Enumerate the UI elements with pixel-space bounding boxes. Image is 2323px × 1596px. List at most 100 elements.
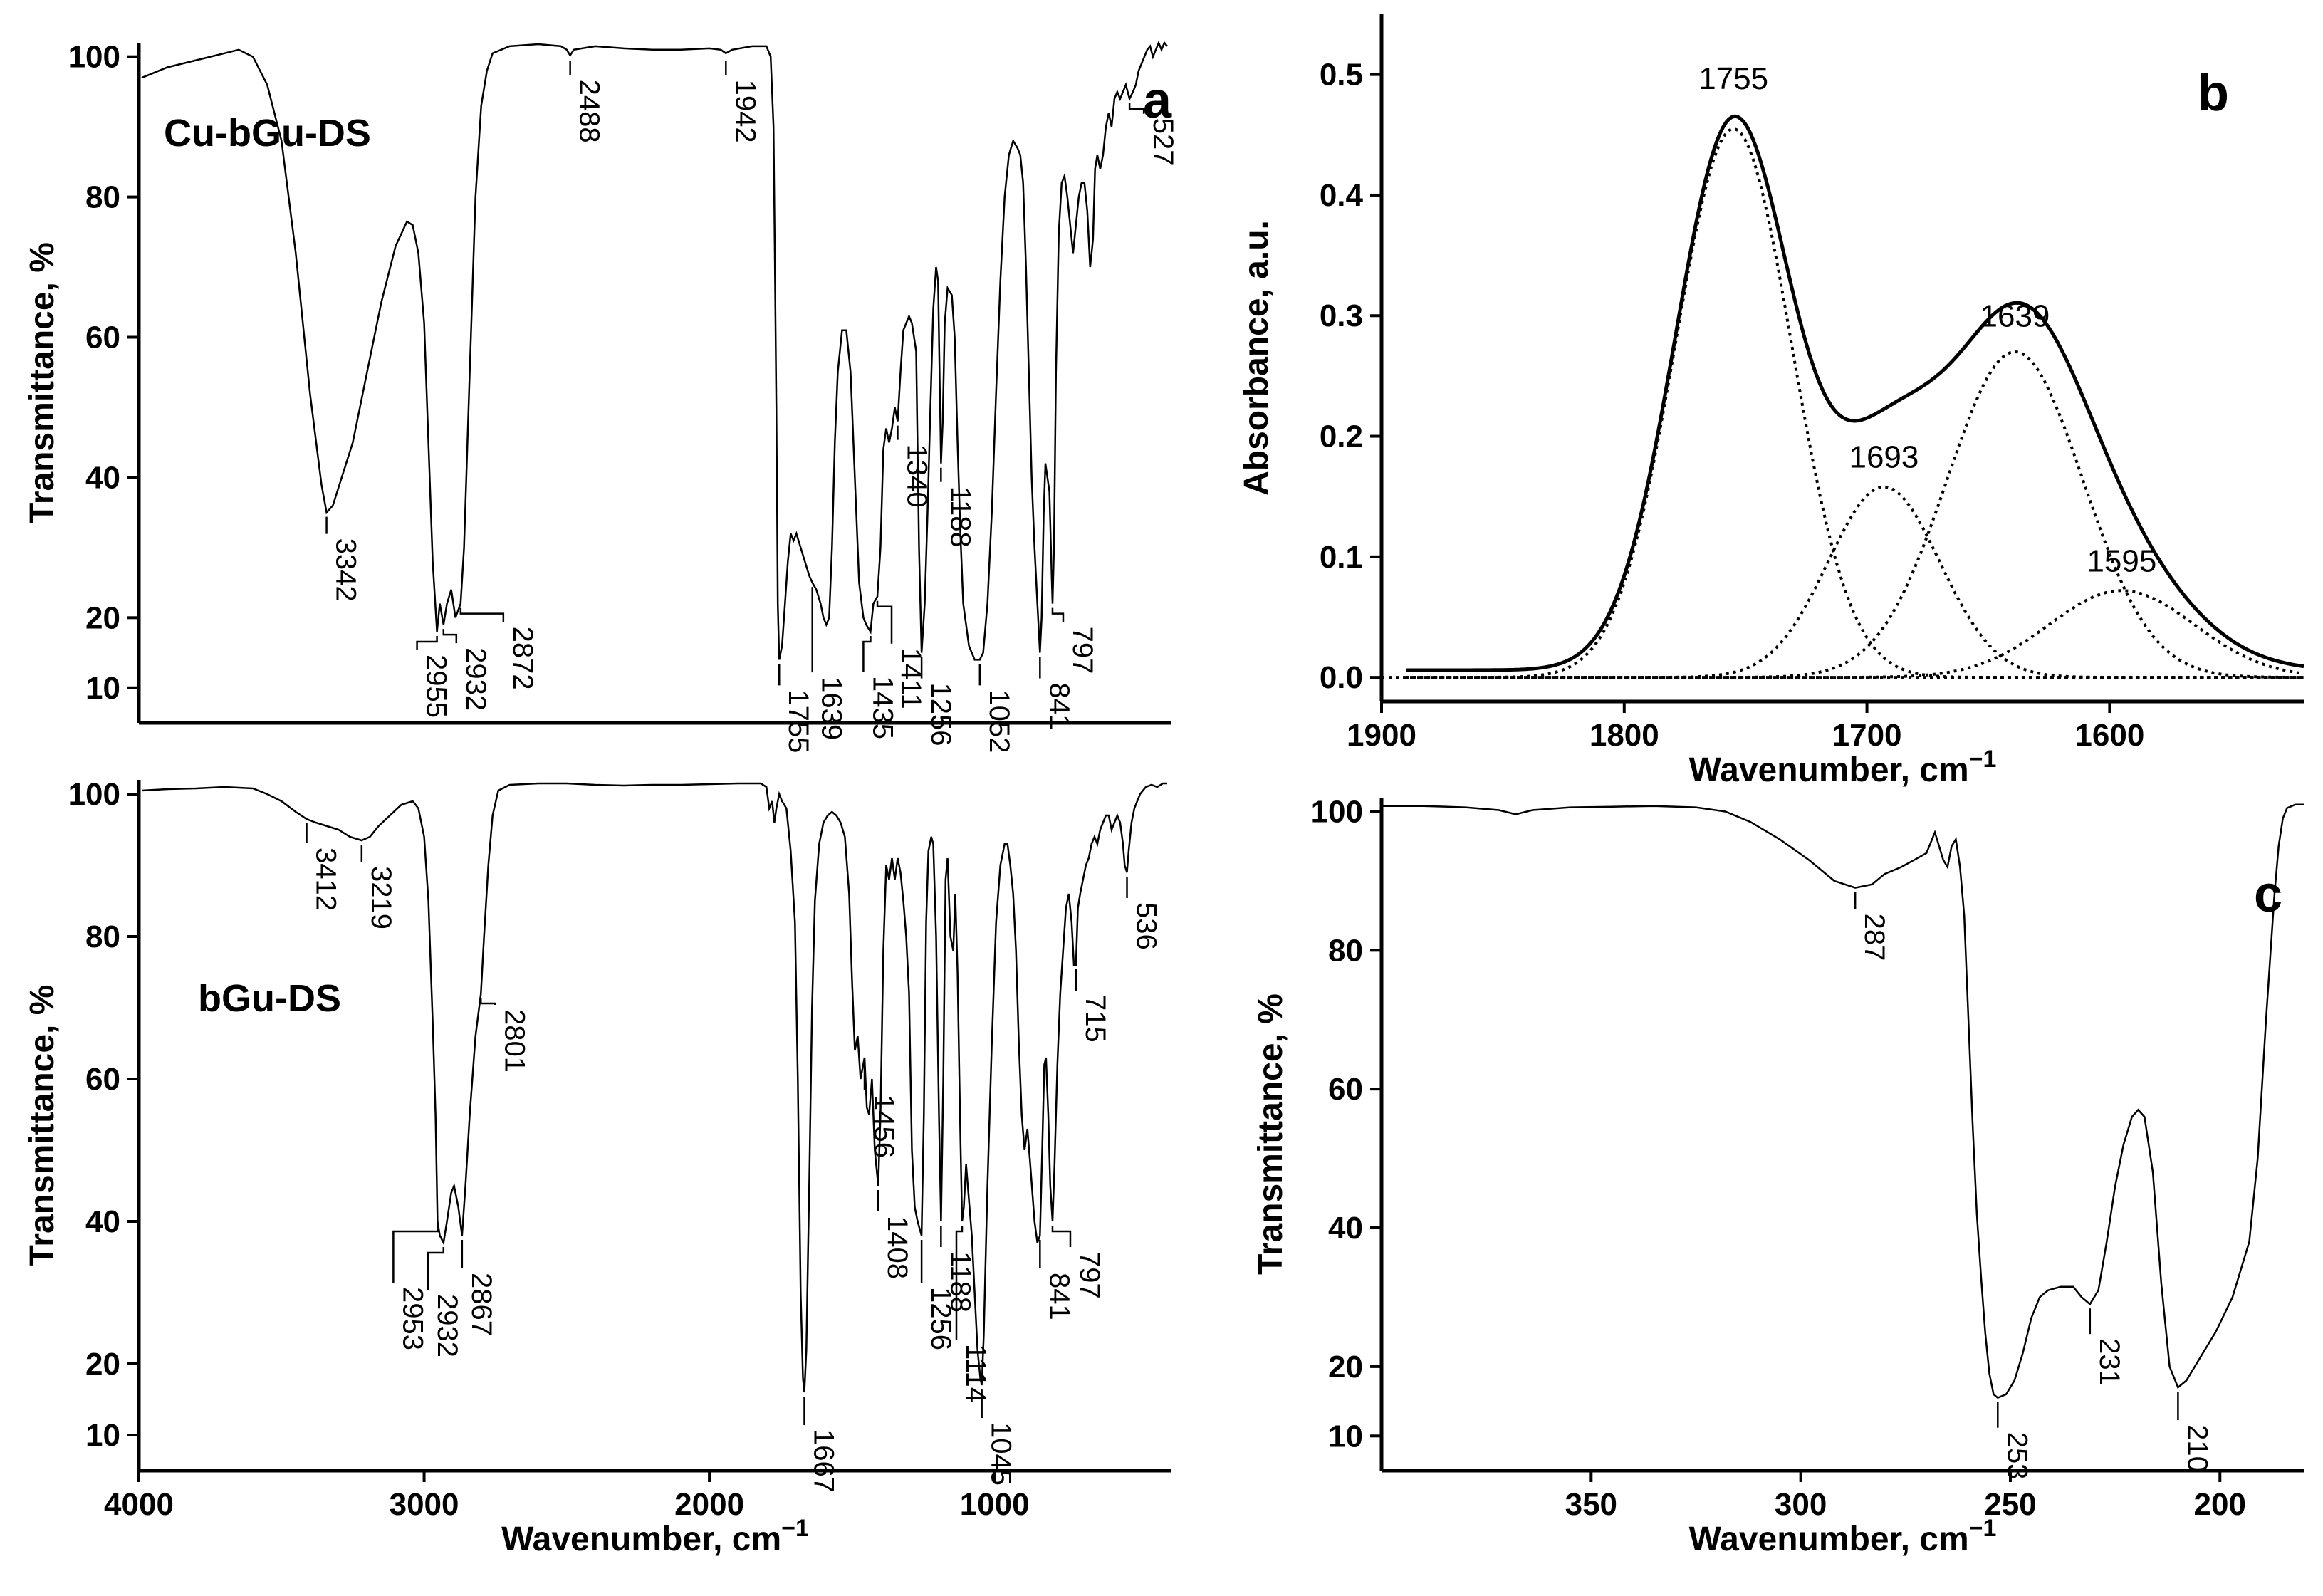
y-tick-label: 0.1 — [1320, 540, 1363, 575]
y-axis-title: Transmittance, % — [24, 242, 61, 523]
peak-label: 2801 — [498, 1009, 530, 1073]
y-tick-label: 10 — [85, 671, 120, 706]
sum-curve — [1406, 114, 2304, 672]
component-1639 — [1406, 350, 2304, 679]
panel-label: b — [2198, 65, 2229, 122]
peak-leader — [876, 600, 893, 644]
x-tick-label: 1700 — [1832, 718, 1902, 753]
y-tick-label: 10 — [85, 1418, 120, 1453]
peak-label: 841 — [1043, 1273, 1075, 1320]
panel-c-far-ir: 10 20 40 60 80 100 350 300 250 200 Wavenumber, cm−… — [1252, 794, 2304, 1558]
peak-label: 715 — [1080, 995, 1111, 1043]
component-1693 — [1406, 485, 2304, 679]
peak-label: 527 — [1147, 118, 1179, 166]
peak-label: 287 — [1859, 914, 1890, 961]
y-tick-label: 0.5 — [1320, 58, 1363, 93]
y-tick-label: 60 — [85, 320, 120, 355]
series-line — [141, 782, 1167, 1393]
peak-label: 1256 — [925, 683, 956, 746]
y-axis-title: Transmittance, % — [24, 985, 61, 1266]
peak-label: 3219 — [365, 866, 397, 929]
peak-label: 2488 — [574, 80, 605, 143]
peak-label: 1045 — [986, 1422, 1017, 1486]
peak-label: 1942 — [729, 80, 761, 143]
sample-label: Cu-bGu-DS — [164, 112, 371, 155]
y-axis-title: Transmittance, % — [1252, 993, 1290, 1275]
peak-label: 3342 — [330, 538, 362, 602]
x-tick-label: 250 — [1984, 1487, 2036, 1522]
peak-label: 1052 — [983, 689, 1015, 753]
x-tick-label: 1800 — [1589, 718, 1659, 753]
x-axis-title: Wavenumber, cm−1 — [501, 1515, 809, 1558]
peak-label: 2867 — [466, 1273, 497, 1336]
peak-label: 1755 — [1698, 61, 1768, 96]
peak-label: 1188 — [944, 1251, 976, 1313]
panel-ftir-bgu-ds: 10 20 40 60 80 100 4000 3000 2000 1000 Wavenumber,… — [24, 777, 1171, 1558]
peak-label: 210 — [2181, 1424, 2213, 1472]
peak-label: 1755 — [783, 689, 814, 753]
peak-label: 2872 — [507, 627, 538, 690]
peak-leader — [480, 998, 496, 1005]
peak-label: 1456 — [868, 1095, 899, 1158]
peak-leader — [442, 629, 458, 644]
peak-label: 1340 — [901, 444, 932, 508]
peak-label: 1639 — [1980, 299, 2050, 334]
peak-leader — [1051, 1226, 1072, 1247]
peak-label: 253 — [2001, 1432, 2032, 1480]
x-axis-title-superscript: −1 — [1969, 1515, 1997, 1542]
y-tick-label: 40 — [85, 460, 120, 495]
x-tick-label: 3000 — [390, 1487, 459, 1522]
panel-b-deconvolution: 0.0 0.1 0.2 0.3 0.4 0.5 1900 1800 1700 1600 Wavenu… — [1238, 14, 2304, 789]
peak-label: 1639 — [816, 677, 847, 740]
x-axis-title-superscript: −1 — [1969, 746, 1997, 773]
peak-label: 1435 — [867, 676, 898, 739]
peak-label: 1693 — [1849, 440, 1919, 475]
peak-label: 2955 — [421, 654, 452, 718]
y-tick-label: 20 — [1328, 1350, 1363, 1384]
y-tick-label: 40 — [85, 1204, 120, 1239]
x-tick-label: 1000 — [960, 1487, 1030, 1522]
panel-label: c — [2254, 866, 2282, 923]
component-1595 — [1406, 589, 2304, 679]
panel-label: a — [1143, 72, 1172, 129]
y-tick-label: 100 — [68, 777, 120, 812]
x-axis-title: Wavenumber, cm−1 — [1689, 1515, 1997, 1558]
peak-leader — [459, 607, 505, 622]
x-tick-label: 4000 — [104, 1487, 174, 1522]
peak-label: 1667 — [808, 1429, 839, 1493]
y-tick-label: 80 — [85, 919, 120, 954]
x-tick-label: 1900 — [1347, 718, 1416, 753]
component-1755 — [1406, 127, 2304, 679]
peak-leader — [955, 1226, 964, 1340]
peak-label: 797 — [1067, 627, 1098, 674]
peak-label: 797 — [1074, 1251, 1105, 1299]
y-tick-label: 0.4 — [1320, 178, 1364, 213]
y-tick-label: 100 — [1311, 794, 1363, 829]
peak-leader — [1128, 103, 1145, 114]
peak-leader — [427, 1247, 445, 1290]
peak-leader — [1051, 607, 1065, 622]
series-line — [1382, 803, 2304, 1399]
peak-label: 3412 — [310, 847, 342, 911]
peak-label: 1188 — [944, 486, 976, 548]
x-tick-label: 1600 — [2074, 718, 2144, 753]
y-tick-label: 0.2 — [1320, 419, 1363, 454]
peak-label: 841 — [1043, 683, 1075, 731]
y-tick-label: 0.0 — [1320, 660, 1363, 695]
peak-label: 536 — [1131, 902, 1162, 950]
y-tick-label: 40 — [1328, 1211, 1363, 1246]
x-axis-title-superscript: −1 — [781, 1515, 809, 1542]
peak-label: 2932 — [460, 647, 491, 711]
peak-label: 2953 — [397, 1287, 428, 1350]
y-tick-label: 60 — [85, 1062, 120, 1097]
x-tick-label: 300 — [1775, 1487, 1827, 1522]
y-tick-label: 20 — [85, 1347, 120, 1382]
peak-label: 1408 — [882, 1216, 913, 1279]
series-line — [141, 40, 1168, 661]
y-axis-title: Absorbance, a.u. — [1238, 220, 1275, 496]
peak-label: 1256 — [925, 1287, 956, 1350]
x-tick-label: 350 — [1565, 1487, 1617, 1522]
y-tick-label: 0.3 — [1320, 298, 1363, 333]
peak-leader — [416, 636, 438, 651]
